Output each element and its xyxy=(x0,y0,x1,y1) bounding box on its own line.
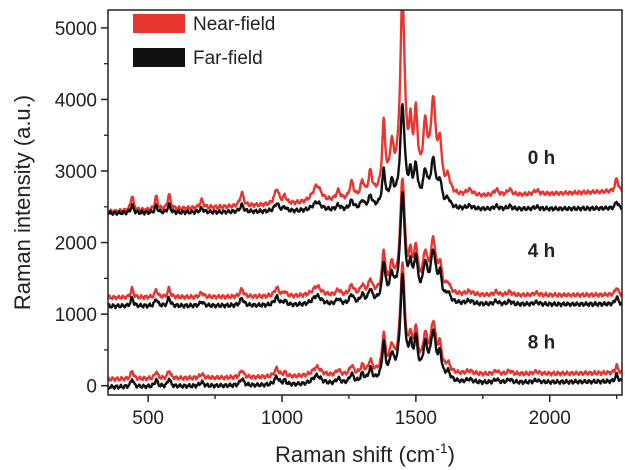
spectrum-line xyxy=(108,191,622,310)
x-axis-title: Raman shift (cm-1) xyxy=(275,440,455,467)
x-tick-label: 500 xyxy=(132,408,164,429)
annotations: 0 h 4 h 8 h xyxy=(528,148,555,354)
y-tick-label: 4000 xyxy=(55,90,97,111)
spectrum-line xyxy=(108,272,622,390)
spectrum-line xyxy=(108,261,622,383)
legend-swatch xyxy=(133,48,185,67)
time-annotation: 4 h xyxy=(528,241,555,262)
spectrum-line xyxy=(108,10,622,215)
y-axis-title: Raman intensity (a.u.) xyxy=(10,95,35,310)
y-tick-label: 2000 xyxy=(55,234,97,255)
legend-swatch xyxy=(133,14,185,33)
y-tick-label: 3000 xyxy=(55,162,97,183)
x-tick-label: 2000 xyxy=(529,408,571,429)
x-tick-label: 1000 xyxy=(261,408,303,429)
legend: Near-field Far-field xyxy=(133,14,275,69)
time-annotation: 0 h xyxy=(528,148,555,169)
x-tick-label: 1500 xyxy=(395,408,437,429)
legend-label: Near-field xyxy=(193,14,275,35)
spectrum-line xyxy=(108,103,622,216)
x-axis-title-superscript: -1 xyxy=(435,440,448,456)
plot-frame xyxy=(107,9,623,396)
y-tick-label: 0 xyxy=(86,377,97,398)
spectrum-line xyxy=(108,177,622,301)
series-layer xyxy=(108,10,622,390)
y-tick-label: 1000 xyxy=(55,305,97,326)
time-annotation: 8 h xyxy=(528,332,555,353)
y-axis: 0 1000 2000 3000 4000 5000 xyxy=(55,19,108,398)
x-axis: 500 1000 1500 2000 xyxy=(132,395,618,429)
y-tick-label: 5000 xyxy=(55,19,97,40)
legend-label: Far-field xyxy=(193,48,263,69)
